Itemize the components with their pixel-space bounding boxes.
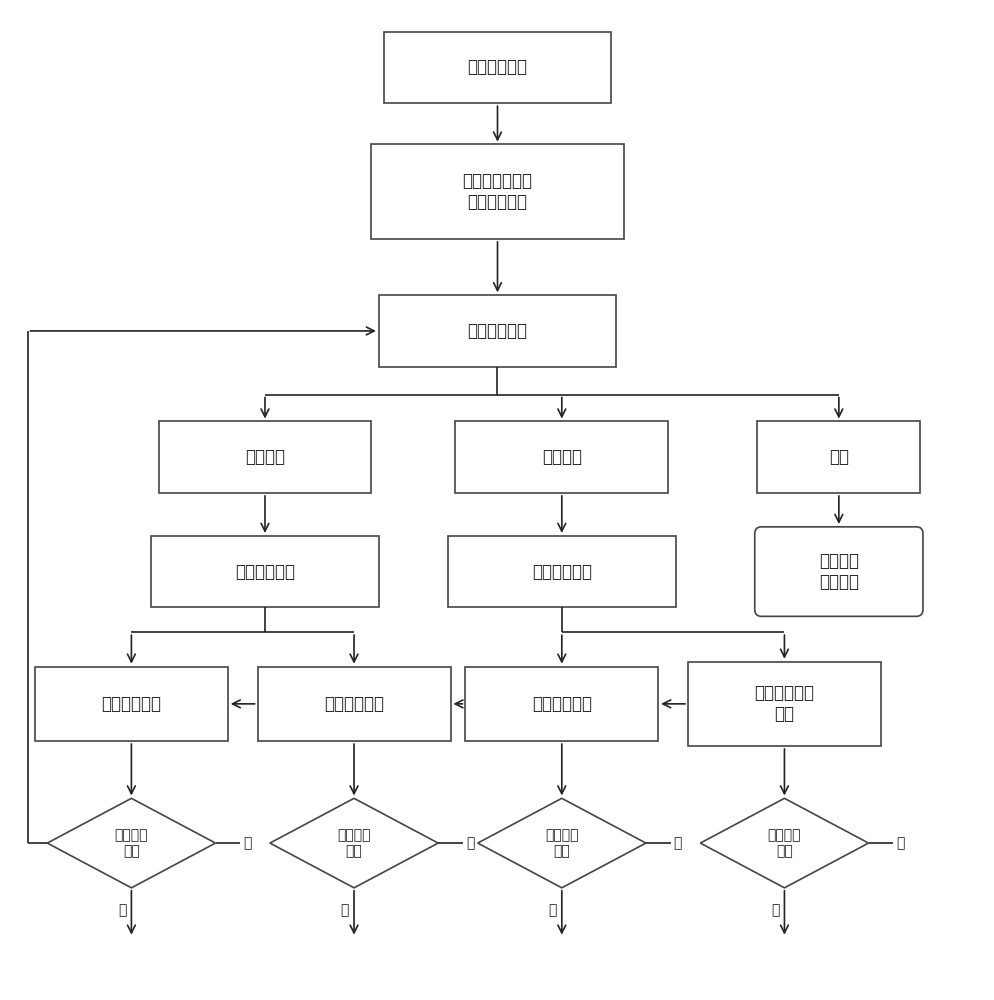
Text: 测试是否
完成: 测试是否 完成 — [114, 828, 148, 858]
Text: 是: 是 — [770, 903, 778, 917]
Text: 测试是否
完成: 测试是否 完成 — [767, 828, 800, 858]
FancyBboxPatch shape — [384, 32, 610, 103]
Text: 是: 是 — [118, 903, 126, 917]
FancyBboxPatch shape — [371, 144, 623, 239]
FancyBboxPatch shape — [465, 667, 658, 741]
Text: 节能控制效果
测试: 节能控制效果 测试 — [753, 684, 814, 723]
FancyBboxPatch shape — [447, 536, 675, 607]
FancyBboxPatch shape — [455, 421, 668, 493]
FancyBboxPatch shape — [257, 667, 450, 741]
Text: 选择测试内容: 选择测试内容 — [531, 563, 591, 581]
Polygon shape — [48, 798, 216, 888]
Text: 否: 否 — [465, 836, 474, 850]
Text: 结束测试
数据统计: 结束测试 数据统计 — [818, 552, 858, 591]
FancyBboxPatch shape — [754, 527, 922, 616]
Text: 退出: 退出 — [828, 448, 848, 466]
Text: 自动测试: 自动测试 — [542, 448, 581, 466]
Polygon shape — [269, 798, 437, 888]
Text: 否: 否 — [673, 836, 681, 850]
Polygon shape — [700, 798, 868, 888]
Text: 自动运行测试: 自动运行测试 — [531, 695, 591, 713]
Text: 选择测试内容: 选择测试内容 — [235, 563, 294, 581]
Text: 手动测试: 手动测试 — [245, 448, 284, 466]
Text: 测试是否
完成: 测试是否 完成 — [545, 828, 578, 858]
Text: 否: 否 — [243, 836, 251, 850]
FancyBboxPatch shape — [35, 667, 228, 741]
Text: 确定测试需求: 确定测试需求 — [467, 58, 527, 76]
Text: 从运行数据库中
选择运行数据: 从运行数据库中 选择运行数据 — [462, 172, 532, 211]
Text: 否: 否 — [896, 836, 904, 850]
FancyBboxPatch shape — [151, 536, 379, 607]
FancyBboxPatch shape — [379, 295, 615, 367]
FancyBboxPatch shape — [756, 421, 919, 493]
FancyBboxPatch shape — [687, 662, 880, 746]
Text: 是: 是 — [548, 903, 557, 917]
FancyBboxPatch shape — [158, 421, 371, 493]
Text: 故障响应测试: 故障响应测试 — [324, 695, 384, 713]
Text: 选择测试方式: 选择测试方式 — [467, 322, 527, 340]
Text: 测试是否
完成: 测试是否 完成 — [337, 828, 371, 858]
Text: 是: 是 — [340, 903, 349, 917]
Text: 基础功能测试: 基础功能测试 — [101, 695, 161, 713]
Polygon shape — [477, 798, 645, 888]
